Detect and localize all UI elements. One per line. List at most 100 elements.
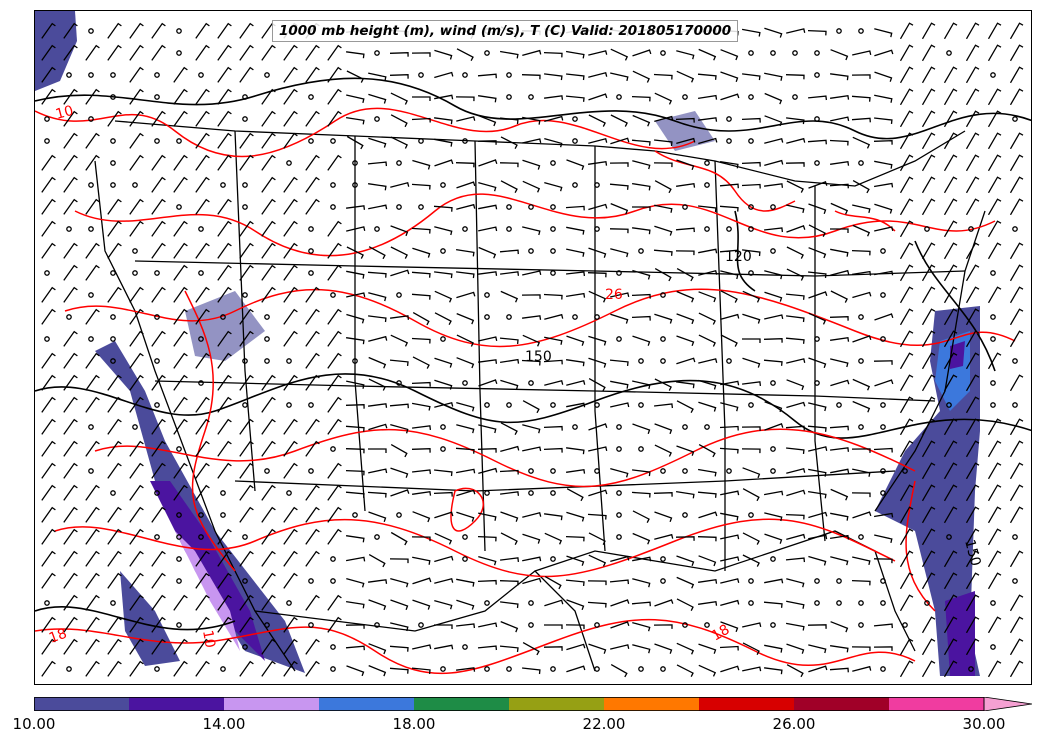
calm-wind-marker xyxy=(88,424,94,430)
wind-barb xyxy=(899,264,914,282)
wind-barb xyxy=(786,401,806,409)
calm-wind-marker xyxy=(682,94,688,100)
calm-wind-marker xyxy=(484,666,490,672)
wind-barb xyxy=(698,379,717,390)
wind-barb xyxy=(987,528,1002,546)
calm-wind-marker xyxy=(946,534,952,540)
wind-barb xyxy=(610,72,629,82)
wind-barb xyxy=(346,337,365,345)
wind-barb xyxy=(412,425,432,430)
wind-barb xyxy=(965,484,980,502)
calm-wind-marker xyxy=(616,270,622,276)
wind-barb xyxy=(1009,66,1024,84)
wind-barb xyxy=(327,264,342,281)
wind-barb xyxy=(698,664,717,677)
wind-barb xyxy=(873,360,893,365)
wind-barb xyxy=(522,49,542,57)
wind-barb xyxy=(829,183,849,189)
calm-wind-marker xyxy=(682,512,688,518)
wind-barb xyxy=(965,572,980,590)
wind-barb xyxy=(742,313,761,324)
calm-wind-marker xyxy=(66,314,72,320)
wind-barb xyxy=(63,616,78,633)
calm-wind-marker xyxy=(462,138,468,144)
wind-barb xyxy=(327,528,342,545)
wind-barb xyxy=(239,484,254,501)
wind-barb xyxy=(566,643,586,651)
shade-atlantic-inner xyxy=(950,341,965,369)
wind-barb xyxy=(764,183,784,188)
wind-barb xyxy=(566,271,586,277)
wind-barb xyxy=(987,110,1002,128)
calm-wind-marker xyxy=(880,578,886,584)
wind-barb xyxy=(368,137,387,148)
wind-barb xyxy=(676,664,694,677)
wind-barb xyxy=(720,93,740,101)
wind-barb xyxy=(610,380,629,389)
wind-barb xyxy=(367,491,387,498)
wind-barb xyxy=(500,491,520,496)
wind-barb xyxy=(830,248,849,257)
wind-barb xyxy=(899,198,914,216)
wind-barb xyxy=(63,440,78,457)
wind-barb xyxy=(107,462,122,479)
wind-barb xyxy=(389,558,409,564)
colorbar-segment xyxy=(224,697,320,711)
calm-wind-marker xyxy=(462,226,468,232)
wind-barb xyxy=(588,423,608,431)
wind-barb xyxy=(1009,176,1024,194)
wind-barb xyxy=(261,88,276,105)
wind-barb xyxy=(195,176,210,193)
wind-barb xyxy=(987,242,1002,260)
wind-barb xyxy=(587,580,607,586)
calm-wind-marker xyxy=(154,534,160,540)
wind-barb xyxy=(921,506,936,524)
wind-barb xyxy=(261,286,276,303)
calm-wind-marker xyxy=(330,666,336,672)
calm-wind-marker xyxy=(506,94,512,100)
wind-barb xyxy=(63,242,78,259)
wind-barb xyxy=(305,418,320,435)
wind-barb xyxy=(943,176,958,194)
wind-barb xyxy=(283,176,298,193)
calm-wind-marker xyxy=(726,116,732,122)
wind-barb xyxy=(654,511,673,523)
calm-wind-marker xyxy=(594,622,600,628)
wind-barb xyxy=(239,264,254,281)
wind-barb xyxy=(676,555,695,567)
wind-barb xyxy=(456,203,476,210)
wind-barb xyxy=(921,484,936,502)
calm-wind-marker xyxy=(110,358,116,364)
wind-barb xyxy=(390,315,410,320)
wind-barb xyxy=(107,506,122,523)
wind-barb xyxy=(368,72,387,81)
temp-contour-label: 10 xyxy=(199,629,218,649)
calm-wind-marker xyxy=(594,226,600,232)
wind-barb xyxy=(720,402,739,412)
calm-wind-marker xyxy=(528,380,534,386)
wind-barb xyxy=(565,292,586,298)
wind-barb xyxy=(851,95,871,102)
wind-barb xyxy=(873,270,894,276)
wind-barb xyxy=(368,292,387,302)
wind-barb xyxy=(283,440,298,457)
wind-barb xyxy=(217,638,232,655)
wind-barb xyxy=(261,176,276,193)
wind-barb xyxy=(217,220,232,237)
wind-barb xyxy=(368,315,387,323)
wind-barb xyxy=(217,396,232,413)
wind-barb xyxy=(763,338,783,343)
calm-wind-marker xyxy=(572,314,578,320)
wind-barb xyxy=(654,92,673,105)
wind-barb xyxy=(544,73,563,81)
calm-wind-marker xyxy=(1012,116,1018,122)
wind-barb xyxy=(697,468,717,477)
wind-barb xyxy=(107,198,122,215)
calm-wind-marker xyxy=(616,512,622,518)
wind-barb xyxy=(368,664,387,677)
wind-barb xyxy=(63,110,78,127)
temp-contour xyxy=(35,107,696,158)
wind-barb xyxy=(610,402,630,408)
wind-barb xyxy=(943,22,958,40)
wind-barb xyxy=(390,531,408,546)
